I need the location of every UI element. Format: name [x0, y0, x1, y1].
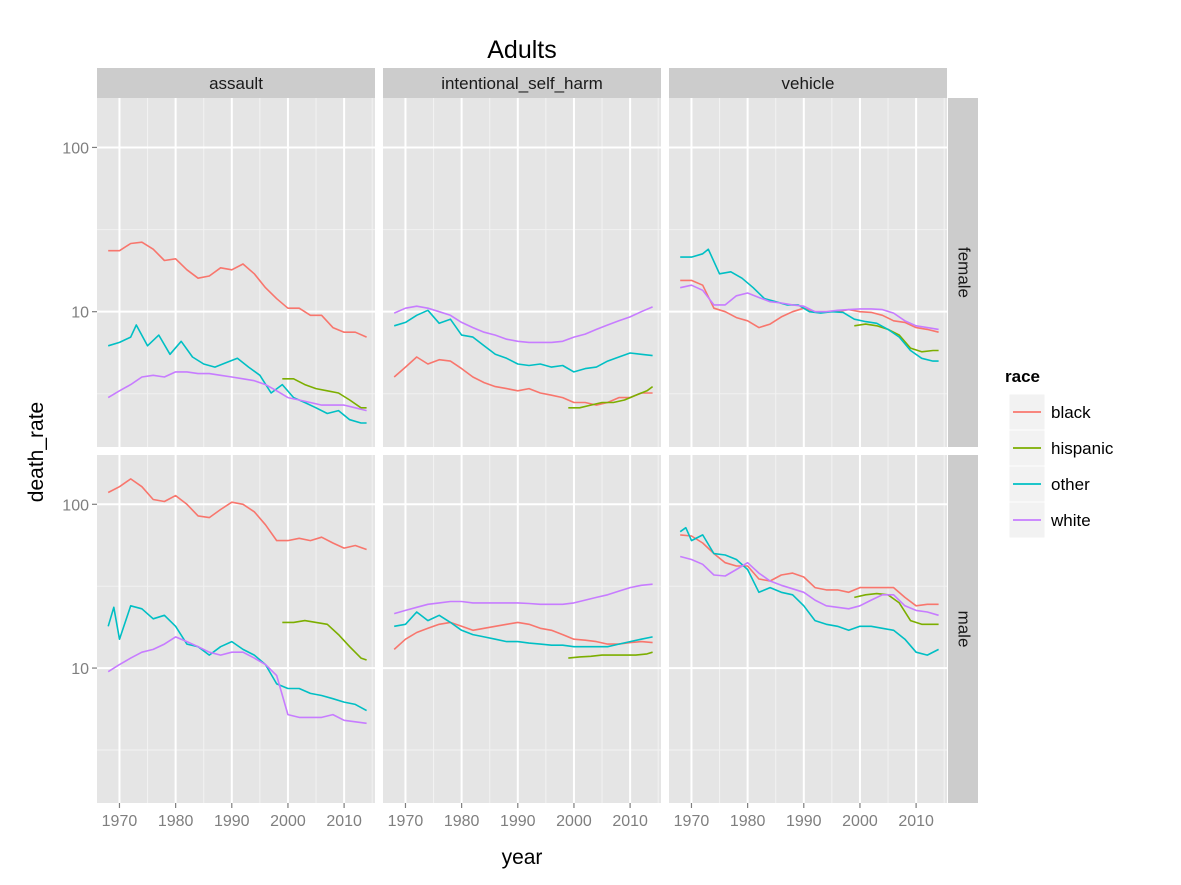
panel-background	[383, 455, 661, 803]
panel-vehicle-male: 1970 1980 1990 2000 2010	[669, 455, 947, 830]
panel-background	[97, 455, 375, 803]
facet-panels: assault intentional_self_harm vehicle femal…	[62, 68, 978, 830]
series-line-hispanic	[568, 651, 653, 659]
legend: race black hispanic other white	[1005, 367, 1114, 539]
series-line-white	[393, 583, 653, 615]
series-line-black	[393, 621, 653, 650]
series-line-hispanic	[854, 323, 939, 353]
strip-assault	[97, 68, 375, 98]
panel-assault-male: 1970 1980 1990 2000 2010 10 100	[62, 455, 375, 830]
series-line-white	[680, 284, 939, 331]
x-tick-label: 1990	[786, 813, 822, 830]
series-line-black	[680, 279, 939, 333]
strip-label-vehicle: vehicle	[782, 74, 835, 93]
legend-label-hispanic: hispanic	[1051, 439, 1114, 458]
x-tick-label: 1980	[444, 813, 480, 830]
panel-vehicle-female	[669, 98, 947, 447]
legend-item-black: black	[1008, 393, 1091, 431]
series-line-other	[107, 604, 367, 712]
series-line-hispanic	[282, 619, 367, 661]
panel-assault-female: 10 100	[62, 98, 375, 447]
panel-background	[669, 98, 947, 447]
legend-item-other: other	[1008, 465, 1090, 503]
strip-label-assault: assault	[209, 74, 263, 93]
strip-male	[948, 455, 978, 803]
legend-label-black: black	[1051, 403, 1091, 422]
y-axis-title: death_rate	[25, 402, 48, 502]
series-line-white	[107, 636, 367, 725]
x-tick-label: 2000	[270, 813, 306, 830]
x-tick-label: 1990	[214, 813, 250, 830]
x-tick-label: 1980	[730, 813, 766, 830]
strip-label-intentional_self_harm: intentional_self_harm	[441, 74, 603, 93]
x-tick-label: 2000	[556, 813, 592, 830]
series-line-hispanic	[282, 377, 367, 409]
series-line-black	[393, 356, 653, 406]
x-tick-label: 1980	[158, 813, 194, 830]
panel-background	[97, 98, 375, 447]
x-tick-label: 1990	[500, 813, 536, 830]
strip-label-male: male	[955, 611, 974, 648]
series-line-black	[680, 534, 939, 607]
strip-female	[948, 98, 978, 447]
strip-intentional_self_harm	[383, 68, 661, 98]
chart-title: Adults	[487, 36, 556, 64]
series-line-white	[393, 305, 653, 344]
series-line-other	[394, 611, 653, 648]
x-tick-label: 1970	[102, 813, 138, 830]
strip-vehicle	[669, 68, 947, 98]
strip-label-female: female	[955, 247, 974, 298]
x-tick-label: 2010	[898, 813, 934, 830]
series-line-other	[393, 309, 653, 373]
series-line-other	[680, 248, 939, 362]
series-line-hispanic	[568, 385, 654, 409]
x-tick-label: 1970	[388, 813, 424, 830]
legend-item-white: white	[1008, 501, 1091, 539]
y-tick-label: 100	[62, 140, 89, 157]
panel-background	[669, 455, 947, 803]
x-tick-label: 2000	[842, 813, 878, 830]
x-tick-label: 1970	[674, 813, 710, 830]
series-line-other	[679, 526, 939, 656]
panel-intentional_self_harm-female	[383, 98, 661, 447]
series-line-white	[107, 371, 367, 412]
x-tick-label: 2010	[326, 813, 362, 830]
series-line-hispanic	[854, 592, 939, 626]
legend-title: race	[1005, 367, 1040, 386]
series-line-other	[107, 324, 367, 424]
panel-intentional_self_harm-male: 1970 1980 1990 2000 2010	[383, 455, 661, 830]
series-line-white	[679, 555, 939, 617]
legend-item-hispanic: hispanic	[1008, 429, 1114, 467]
y-tick-label: 100	[62, 497, 89, 514]
y-tick-label: 10	[71, 305, 89, 322]
series-line-black	[108, 241, 367, 338]
panel-background	[383, 98, 661, 447]
x-tick-label: 2010	[612, 813, 648, 830]
legend-items: black hispanic other white	[1008, 393, 1114, 539]
x-axis-title: year	[502, 846, 543, 869]
y-tick-label: 10	[71, 661, 89, 678]
legend-label-other: other	[1051, 475, 1090, 494]
legend-label-white: white	[1050, 511, 1091, 530]
series-line-black	[107, 478, 367, 551]
